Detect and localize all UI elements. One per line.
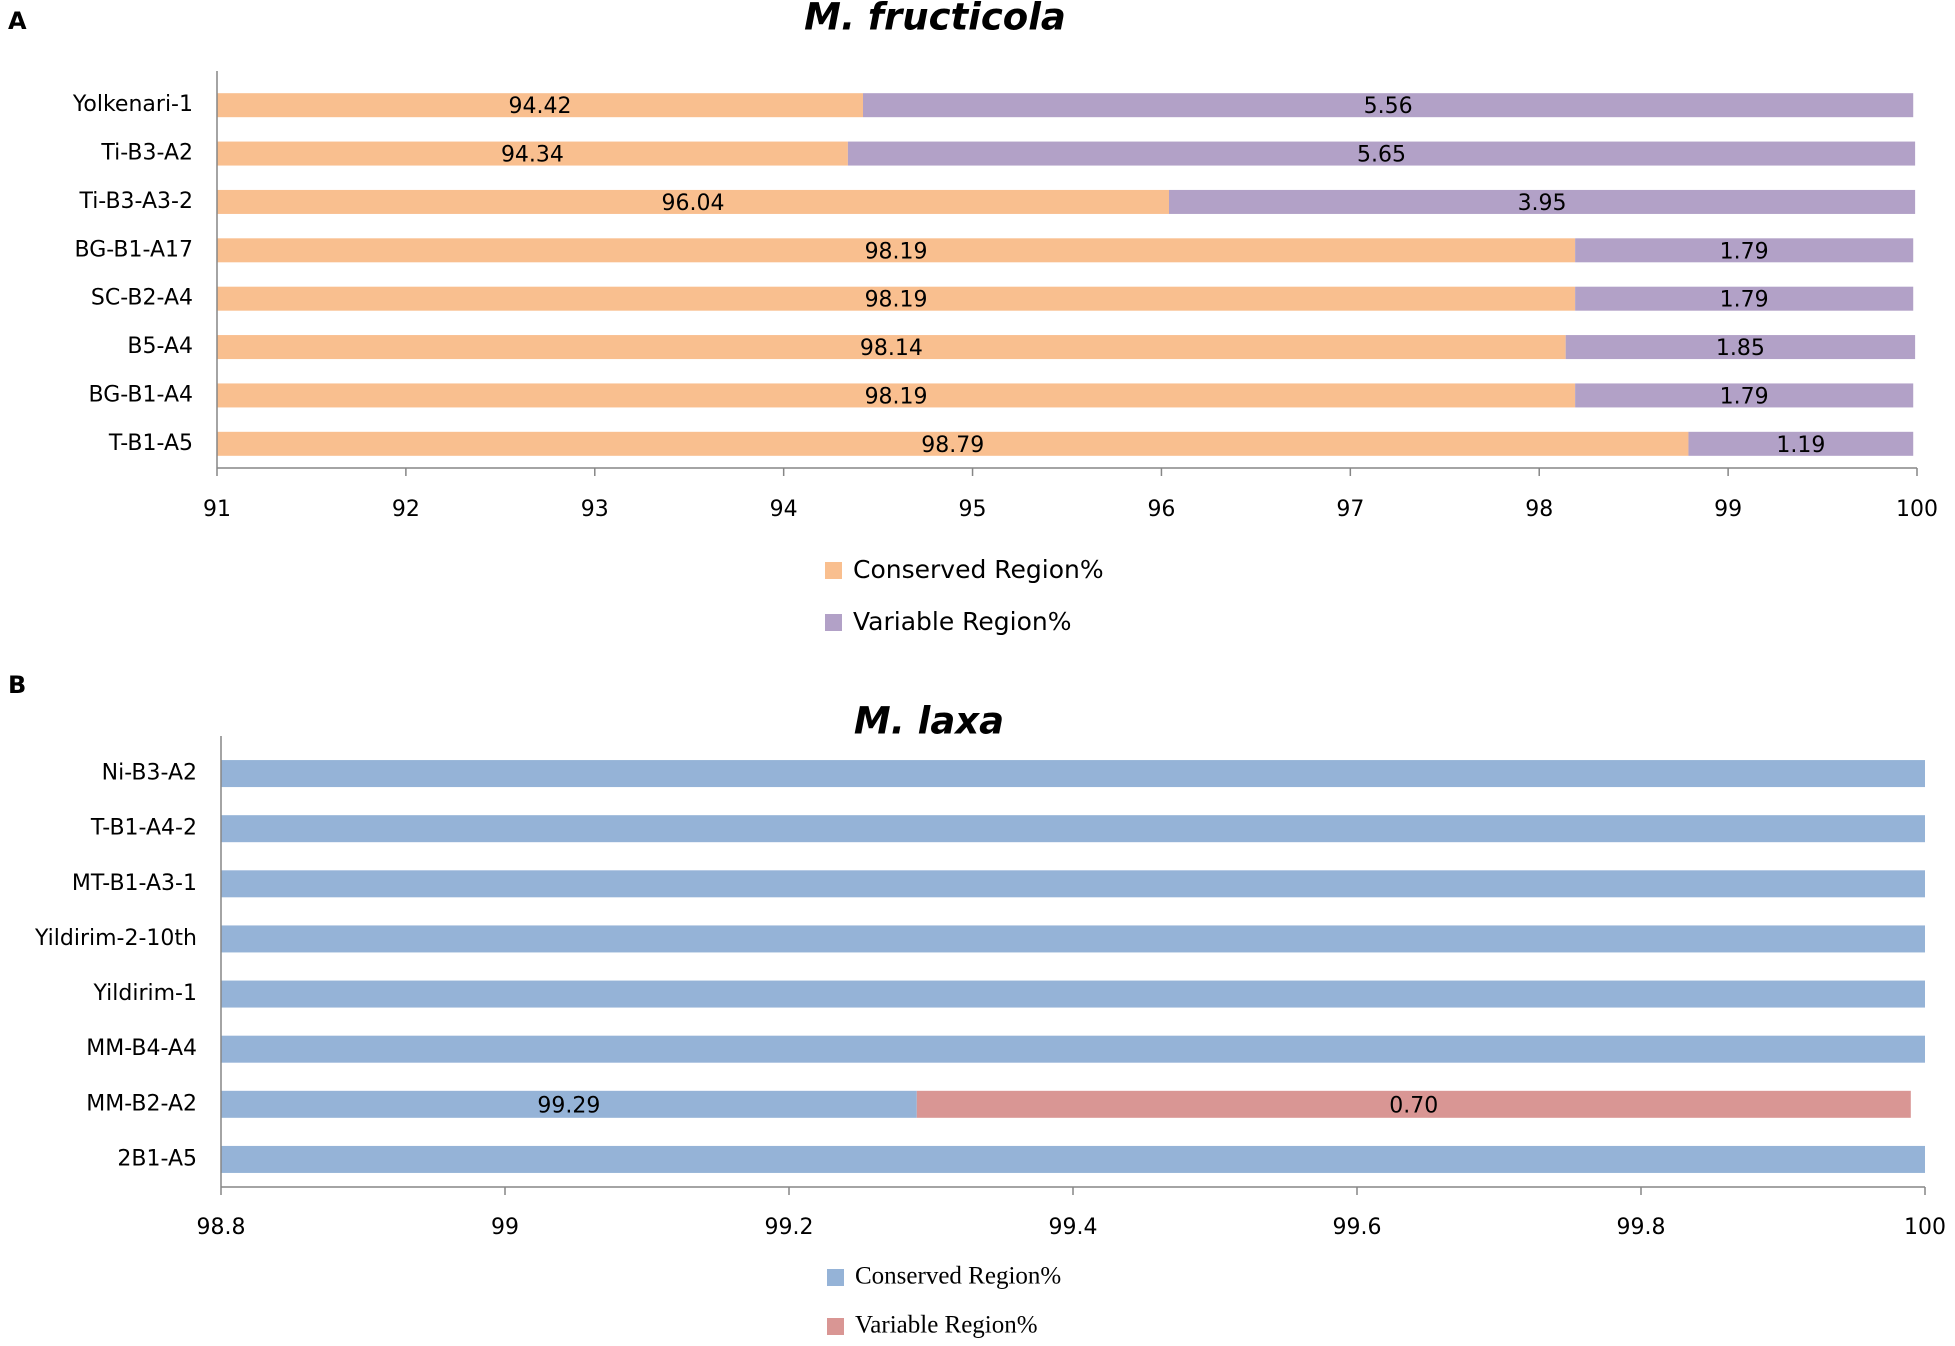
y-tick-label: MM-B2-A2 — [86, 1091, 197, 1116]
legend-swatch — [825, 562, 842, 579]
bar-segment — [217, 93, 863, 118]
data-label: 5.56 — [1364, 94, 1413, 119]
data-label: 0.70 — [1389, 1093, 1438, 1118]
y-tick-label: T-B1-A4-2 — [90, 816, 197, 841]
y-tick-label: B5-A4 — [127, 334, 193, 359]
bar-segment — [863, 93, 1914, 118]
data-label: 98.79 — [921, 433, 984, 458]
x-tick-label: 97 — [1336, 497, 1364, 522]
y-tick-label: SC-B2-A4 — [91, 286, 193, 311]
bar-segment — [217, 238, 1576, 263]
legend-label: Variable Region% — [855, 1312, 1038, 1339]
y-tick-label: Yildirim-1 — [93, 981, 197, 1006]
bar-segment — [1169, 189, 1916, 214]
x-tick-label: 93 — [581, 497, 609, 522]
data-label: 98.19 — [865, 384, 928, 409]
x-tick-label: 100 — [1896, 497, 1938, 522]
y-tick-label: BG-B1-A17 — [75, 237, 194, 262]
x-tick-label: 99.4 — [1049, 1215, 1098, 1240]
bar-segment — [221, 1035, 1925, 1063]
data-label: 99.29 — [537, 1093, 600, 1118]
bar-segment — [221, 925, 1925, 953]
panel-label: B — [8, 671, 26, 699]
x-tick-label: 99.6 — [1333, 1215, 1382, 1240]
panel-label: A — [8, 7, 27, 35]
bar-segment — [221, 1090, 917, 1118]
y-tick-label: 2B1-A5 — [117, 1146, 197, 1171]
legend-label: Conserved Region% — [855, 1263, 1061, 1290]
data-label: 96.04 — [662, 191, 725, 216]
bar-segment — [217, 431, 1689, 456]
x-tick-label: 98.8 — [197, 1215, 246, 1240]
y-tick-label: Ni-B3-A2 — [102, 761, 197, 786]
bar-segment — [217, 286, 1576, 311]
x-tick-label: 95 — [959, 497, 987, 522]
chart-title: M. fructicola — [804, 0, 1066, 39]
legend-swatch — [825, 614, 842, 631]
legend-label: Variable Region% — [853, 607, 1072, 636]
data-label: 98.19 — [865, 239, 928, 264]
y-tick-label: Yolkenari-1 — [72, 92, 193, 117]
legend-label: Conserved Region% — [853, 555, 1104, 584]
y-tick-label: Ti-B3-A3-2 — [78, 189, 193, 214]
bar-segment — [1688, 431, 1914, 456]
y-tick-label: T-B1-A5 — [108, 431, 193, 456]
y-tick-label: MM-B4-A4 — [86, 1036, 197, 1061]
x-tick-label: 94 — [770, 497, 798, 522]
y-tick-label: MT-B1-A3-1 — [72, 871, 197, 896]
data-label: 98.19 — [865, 288, 928, 313]
chart-title: M. laxa — [854, 700, 1004, 743]
x-tick-label: 92 — [392, 497, 420, 522]
bar-segment — [217, 189, 1169, 214]
data-label: 98.14 — [860, 336, 923, 361]
x-tick-label: 99 — [1714, 497, 1742, 522]
y-tick-label: Ti-B3-A2 — [100, 141, 193, 166]
x-tick-label: 100 — [1904, 1215, 1946, 1240]
bar-chart: A M. fructicola Yolkenari-1 94.42 5.56 Ti-B3-… — [8, 0, 1938, 636]
bar-segment — [916, 1090, 1911, 1118]
legend-swatch — [827, 1269, 844, 1286]
data-label: 1.85 — [1716, 336, 1765, 361]
bar-segment — [217, 141, 848, 166]
bar-segment — [217, 383, 1576, 408]
data-label: 1.79 — [1720, 288, 1769, 313]
y-tick-label: Yildirim-2-10th — [34, 926, 197, 951]
data-label: 3.95 — [1518, 191, 1567, 216]
x-tick-label: 99 — [491, 1215, 519, 1240]
bar-segment — [1575, 286, 1914, 311]
y-tick-label: BG-B1-A4 — [89, 382, 194, 407]
bar-segment — [221, 815, 1925, 843]
data-label: 94.34 — [501, 143, 564, 168]
bar-segment — [221, 1145, 1925, 1173]
x-tick-label: 99.8 — [1617, 1215, 1666, 1240]
legend-swatch — [827, 1318, 844, 1335]
bar-chart: B M. laxa Ni-B3-A2 T-B1-A4-2 MT-B1-A3-1 Yildi… — [8, 671, 1946, 1339]
data-label: 5.65 — [1357, 143, 1406, 168]
data-label: 1.19 — [1776, 433, 1825, 458]
x-tick-label: 98 — [1525, 497, 1553, 522]
bar-segment — [221, 870, 1925, 898]
data-label: 1.79 — [1720, 239, 1769, 264]
bar-segment — [221, 980, 1925, 1008]
bar-segment — [1565, 335, 1916, 360]
data-label: 94.42 — [509, 94, 572, 119]
x-tick-label: 91 — [203, 497, 231, 522]
x-tick-label: 99.2 — [765, 1215, 814, 1240]
bar-segment — [221, 760, 1925, 788]
bar-segment — [1575, 383, 1914, 408]
x-tick-label: 96 — [1147, 497, 1175, 522]
bar-segment — [217, 335, 1566, 360]
data-label: 1.79 — [1720, 384, 1769, 409]
bar-segment — [847, 141, 1916, 166]
bar-segment — [1575, 238, 1914, 263]
